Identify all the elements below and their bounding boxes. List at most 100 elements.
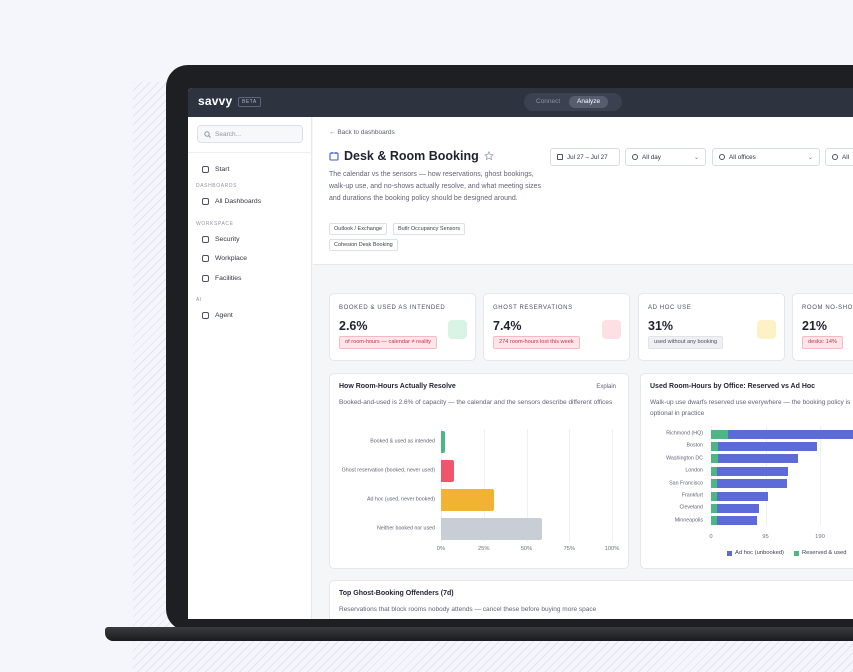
kpi-label: GHOST RESERVATIONS — [493, 305, 573, 311]
grid-line — [711, 426, 712, 526]
back-link[interactable]: ← Back to dashboards — [329, 129, 395, 136]
kpi-icon — [757, 320, 776, 339]
icon — [202, 312, 209, 319]
kpi-label: BOOKED & USED AS INTENDED — [339, 305, 446, 311]
kpi-note: used without any booking — [648, 336, 724, 349]
nav-item[interactable]: Start — [202, 166, 229, 173]
bar-segment — [728, 429, 853, 439]
category-label: San Francisco — [669, 480, 703, 487]
page-header: ← Back to dashboards Desk & Room Booking… — [313, 117, 853, 265]
tab-active[interactable]: Analyze — [569, 96, 609, 108]
top-nav: savvy BETA Connect Analyze — [188, 88, 853, 117]
category-label: Washington DC — [666, 455, 703, 462]
kpi-value: 31% — [648, 319, 674, 333]
nav-label: Security — [215, 235, 240, 243]
grid-line — [441, 429, 442, 542]
x-tick-label: 190 — [815, 534, 825, 540]
source-tags: Outlook / Exchange Butlr Occupancy Sensor… — [329, 223, 519, 251]
filter[interactable]: All day ⌄ — [625, 148, 706, 166]
bar-segment — [711, 429, 729, 439]
bar-segment — [717, 441, 818, 451]
section-title: DASHBOARDS — [196, 183, 238, 189]
kpi-label: ROOM NO-SHOWS — [802, 305, 853, 311]
bar-segment — [711, 466, 717, 476]
bar-segment — [716, 503, 760, 513]
nav-item[interactable]: All Dashboards — [202, 198, 261, 205]
explain-button[interactable]: Explain — [596, 384, 616, 390]
category-label: London — [685, 467, 703, 474]
star-icon[interactable] — [483, 151, 494, 161]
grid-line — [612, 429, 613, 542]
category-label: Boston — [686, 442, 704, 449]
bar-segment — [711, 441, 718, 451]
laptop-base — [105, 627, 853, 641]
legend-label: Reserved & used — [802, 550, 847, 556]
bar-segment — [717, 454, 799, 464]
kpi-value: 7.4% — [493, 319, 522, 333]
icon — [202, 235, 209, 243]
nav-item[interactable]: Facilities — [202, 274, 242, 282]
legend-swatch — [727, 550, 732, 556]
filter[interactable]: Jul 27 – Jul 27 — [550, 148, 620, 166]
grid-line — [820, 426, 821, 526]
category-label: Minneapolis — [674, 517, 703, 524]
filter-icon — [632, 154, 638, 160]
nav-item[interactable]: Agent — [202, 312, 233, 319]
legend-item: Ad hoc (unbooked) — [727, 550, 784, 556]
bar — [441, 517, 542, 540]
filter[interactable]: All offices ⌄ — [712, 148, 820, 166]
category-label: Booked & used as intended — [370, 438, 435, 445]
bar-segment — [716, 479, 787, 489]
title-icon — [329, 152, 339, 161]
category-label: Ghost reservation (booked, never used) — [341, 467, 435, 474]
filter-label: All — [842, 153, 849, 161]
screen: savvy BETA Connect Analyze Search... Sta… — [188, 88, 853, 619]
x-tick-label: 25% — [477, 546, 490, 552]
legend-label: Ad hoc (unbooked) — [735, 550, 784, 556]
nav-item[interactable]: Workplace — [202, 255, 247, 262]
tag: Butlr Occupancy Sensors — [393, 223, 466, 235]
x-tick-label: 0 — [709, 534, 713, 540]
kpi-note: of room-hours — calendar ≠ reality — [339, 336, 438, 349]
logo[interactable]: savvy — [198, 94, 233, 108]
main: ← Back to dashboards Desk & Room Booking… — [313, 117, 853, 619]
filter[interactable]: All — [825, 148, 853, 166]
divider — [188, 152, 312, 153]
kpi-note: desks: 14% — [802, 336, 843, 349]
title-row: Desk & Room Booking — [329, 149, 494, 163]
bar — [441, 488, 494, 511]
legend: Ad hoc (unbooked) Reserved & used — [727, 550, 846, 556]
tab[interactable]: Connect — [536, 98, 561, 105]
nav-item[interactable]: Security — [202, 235, 240, 243]
beta-badge: BETA — [238, 97, 261, 107]
grid-line — [526, 429, 528, 542]
chart-subtitle: Booked-and-used is 2.6% of capacity — th… — [339, 399, 613, 406]
kpi-card: ROOM NO-SHOWS 21% desks: 14% — [792, 293, 853, 361]
chart-card: Used Room-Hours by Office: Reserved vs A… — [640, 373, 853, 569]
kpi-card: BOOKED & USED AS INTENDED 2.6% of room-hou… — [329, 293, 476, 361]
category-label: Cleveland — [679, 504, 703, 511]
description: The calendar vs the sensors — how reserv… — [329, 171, 542, 202]
grid-line — [765, 426, 767, 526]
filter-icon — [719, 154, 725, 160]
chevron: ⌄ — [693, 154, 699, 161]
section-title: AI — [196, 297, 202, 303]
filter-label: All day — [642, 153, 661, 161]
bar-segment — [716, 491, 768, 501]
filter-icon — [557, 154, 563, 160]
sidebar: Search... Start DASHBOARDS All Dashboards W… — [188, 117, 312, 619]
x-tick-label: 0% — [436, 546, 446, 552]
search-box[interactable]: Search... — [197, 125, 303, 143]
nav-label: All Dashboards — [215, 198, 262, 205]
chart-card: How Room-Hours Actually Resolve Booked-an… — [329, 373, 629, 569]
bar — [441, 460, 454, 482]
section-title: WORKSPACE — [196, 220, 234, 227]
chart-subtitle: Walk-up use dwarfs reserved use everywhe… — [650, 399, 851, 417]
kpi-icon — [602, 320, 621, 339]
nav-label: Facilities — [215, 274, 242, 282]
category-label: Ad hoc (used, never booked) — [366, 496, 435, 502]
card-subtitle: Reservations that block rooms nobody att… — [339, 606, 597, 613]
x-tick-label: 100% — [604, 546, 620, 552]
kpi-value: 21% — [802, 319, 828, 333]
